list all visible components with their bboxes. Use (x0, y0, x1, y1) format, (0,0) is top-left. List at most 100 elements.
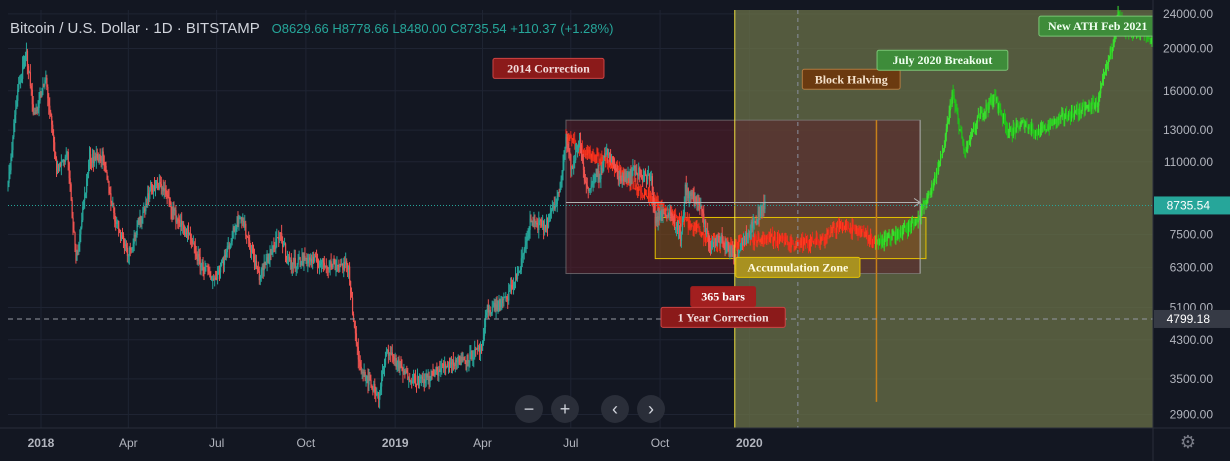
candle-body (1012, 126, 1014, 136)
candle-body (421, 376, 424, 380)
candle-body (994, 94, 996, 96)
candle-body (1048, 126, 1050, 129)
candle-body (704, 221, 706, 225)
candle-body (519, 269, 522, 272)
candle-body (845, 223, 848, 225)
scroll-left-button[interactable]: ‹ (601, 395, 629, 423)
candle-body (570, 136, 572, 139)
candle-body (1031, 124, 1033, 131)
candle-body (951, 92, 953, 104)
candle-body (833, 226, 835, 228)
candle-body (1113, 37, 1115, 44)
candle-body (768, 237, 770, 243)
candle-body (680, 231, 683, 241)
candle-body (218, 269, 220, 272)
candle-body (443, 366, 445, 369)
candle-body (449, 365, 451, 367)
candle-body (33, 112, 35, 114)
candle-body (223, 254, 226, 265)
candle-body (1009, 128, 1012, 130)
candle-body (227, 245, 229, 247)
candle-body (89, 154, 92, 162)
zoom-out-button[interactable]: − (515, 395, 543, 423)
candle-body (822, 235, 824, 239)
candle-body (957, 113, 959, 120)
candle-body (598, 171, 600, 180)
candle-body (77, 250, 79, 252)
candle-body (1030, 127, 1032, 131)
candle-body (314, 256, 316, 262)
candle-body (1021, 121, 1023, 124)
candle-body (701, 234, 703, 237)
candle-body (705, 221, 707, 232)
candle-body (884, 236, 886, 238)
candle-body (694, 198, 696, 203)
candle-body (637, 174, 639, 176)
candle-body (753, 221, 755, 223)
candle-body (777, 236, 780, 243)
candle-body (580, 139, 582, 152)
candle-body (672, 218, 674, 221)
candle-body (8, 171, 10, 184)
candle-body (167, 195, 169, 197)
candle-body (851, 224, 853, 234)
candle-body (413, 373, 415, 382)
x-tick-label: Oct (297, 436, 316, 450)
candle-body (826, 232, 828, 240)
candle-body (998, 103, 1000, 109)
candle-body (259, 275, 261, 281)
candle-body (987, 107, 989, 110)
candle-body (79, 234, 81, 244)
candle-body (427, 375, 429, 378)
candle-body (639, 167, 641, 175)
candle-body (796, 242, 798, 244)
candle-body (353, 321, 356, 328)
price-label-box (1154, 309, 1230, 328)
candle-body (389, 352, 392, 355)
candle-body (139, 215, 141, 225)
candle-body (707, 230, 709, 234)
candle-body (955, 106, 957, 110)
candle-body (174, 210, 176, 212)
candle-body (739, 239, 741, 242)
candle-body (267, 257, 269, 262)
candle-body (880, 239, 883, 246)
candle-body (754, 235, 756, 237)
candle-body (345, 261, 347, 265)
candle-body (354, 327, 357, 334)
candle-body (292, 263, 294, 265)
candle-body (365, 377, 367, 380)
candle-body (626, 174, 628, 178)
candle-body (232, 227, 234, 239)
zoom-in-button[interactable]: + (551, 395, 579, 423)
candle-body (477, 347, 479, 349)
candle-body (374, 383, 376, 394)
candle-body (631, 169, 633, 178)
scroll-right-button[interactable]: › (637, 395, 665, 423)
candle-body (468, 361, 470, 363)
candle-body (508, 291, 510, 301)
candle-body (1068, 112, 1070, 121)
candle-body (285, 255, 288, 259)
candle-body (237, 217, 239, 224)
candle-body (584, 180, 587, 182)
candle-body (854, 228, 856, 231)
candle-body (249, 240, 251, 249)
candle-body (488, 310, 490, 313)
candle-body (572, 166, 574, 169)
candle-body (496, 304, 498, 309)
candle-body (61, 161, 64, 163)
candle-body (730, 247, 732, 257)
change-value: +110.37 (+1.28%) (510, 21, 614, 36)
candle-body (695, 227, 697, 229)
candle-body (349, 266, 351, 282)
candle-body (609, 153, 611, 155)
x-tick-label: 2018 (28, 436, 55, 450)
annotation-box (735, 256, 861, 278)
candle-body (481, 348, 483, 351)
candle-body (819, 241, 821, 244)
gear-icon[interactable]: ⚙ (1179, 432, 1197, 452)
candle-body (318, 265, 321, 268)
